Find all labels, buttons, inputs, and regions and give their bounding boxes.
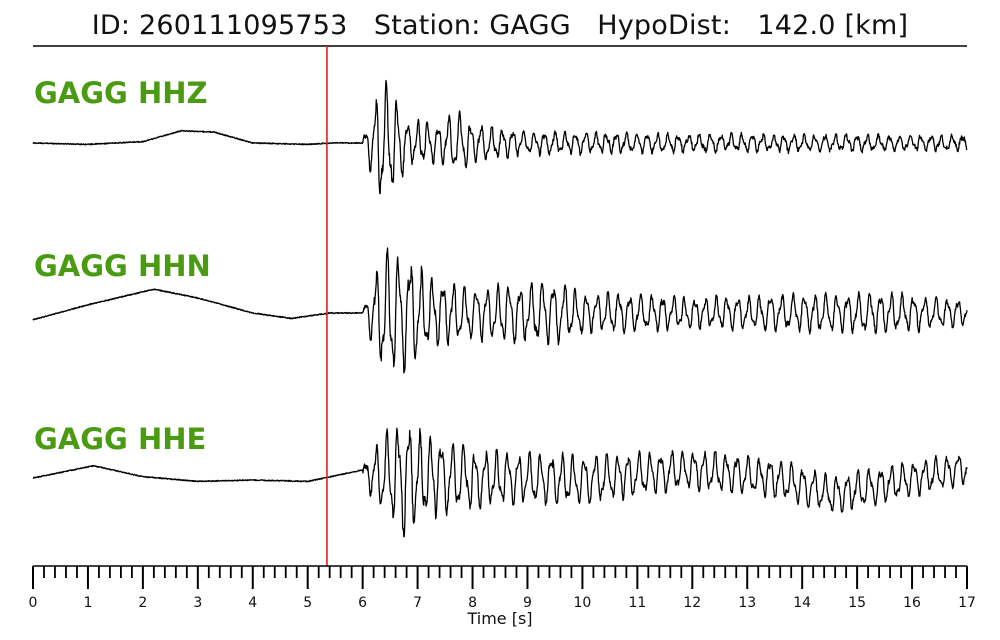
tick-label: 14 (793, 595, 811, 611)
chart-title: ID: 260111095753 Station: GAGG HypoDist:… (91, 10, 909, 41)
channel-label: GAGG HHN (34, 249, 211, 283)
tick-label: 6 (358, 595, 367, 611)
traces-layer (32, 79, 968, 538)
tick-label: 2 (138, 595, 147, 611)
trace-1 (32, 79, 968, 195)
tick-label: 9 (523, 595, 532, 611)
tick-label: 13 (738, 595, 756, 611)
trace-2 (32, 247, 968, 374)
tick-label: 3 (193, 595, 202, 611)
channel-labels: GAGG HHZ GAGG HHN GAGG HHE (34, 76, 211, 456)
tick-label: 5 (303, 595, 312, 611)
trace-3 (32, 427, 968, 538)
tick-label: 12 (683, 595, 701, 611)
x-axis-label: Time [s] (466, 609, 532, 628)
tick-label: 4 (248, 595, 257, 611)
tick-label: 16 (903, 595, 921, 611)
tick-label: 7 (413, 595, 422, 611)
tick-label: 15 (848, 595, 866, 611)
channel-label: GAGG HHZ (34, 76, 208, 110)
tick-label: 17 (958, 595, 976, 611)
tick-label: 0 (29, 595, 38, 611)
tick-label: 8 (468, 595, 477, 611)
channel-label: GAGG HHE (34, 422, 206, 456)
tick-label: 10 (573, 595, 591, 611)
tick-label: 1 (83, 595, 92, 611)
tick-label: 11 (628, 595, 646, 611)
